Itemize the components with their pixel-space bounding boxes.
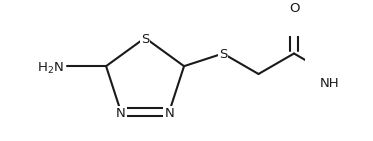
Text: N: N [116, 107, 126, 120]
Text: O: O [289, 2, 299, 15]
Text: NH: NH [320, 77, 339, 90]
Text: H$_2$N: H$_2$N [37, 61, 64, 76]
Text: N: N [164, 107, 174, 120]
Text: S: S [219, 49, 227, 61]
Text: S: S [141, 33, 149, 46]
